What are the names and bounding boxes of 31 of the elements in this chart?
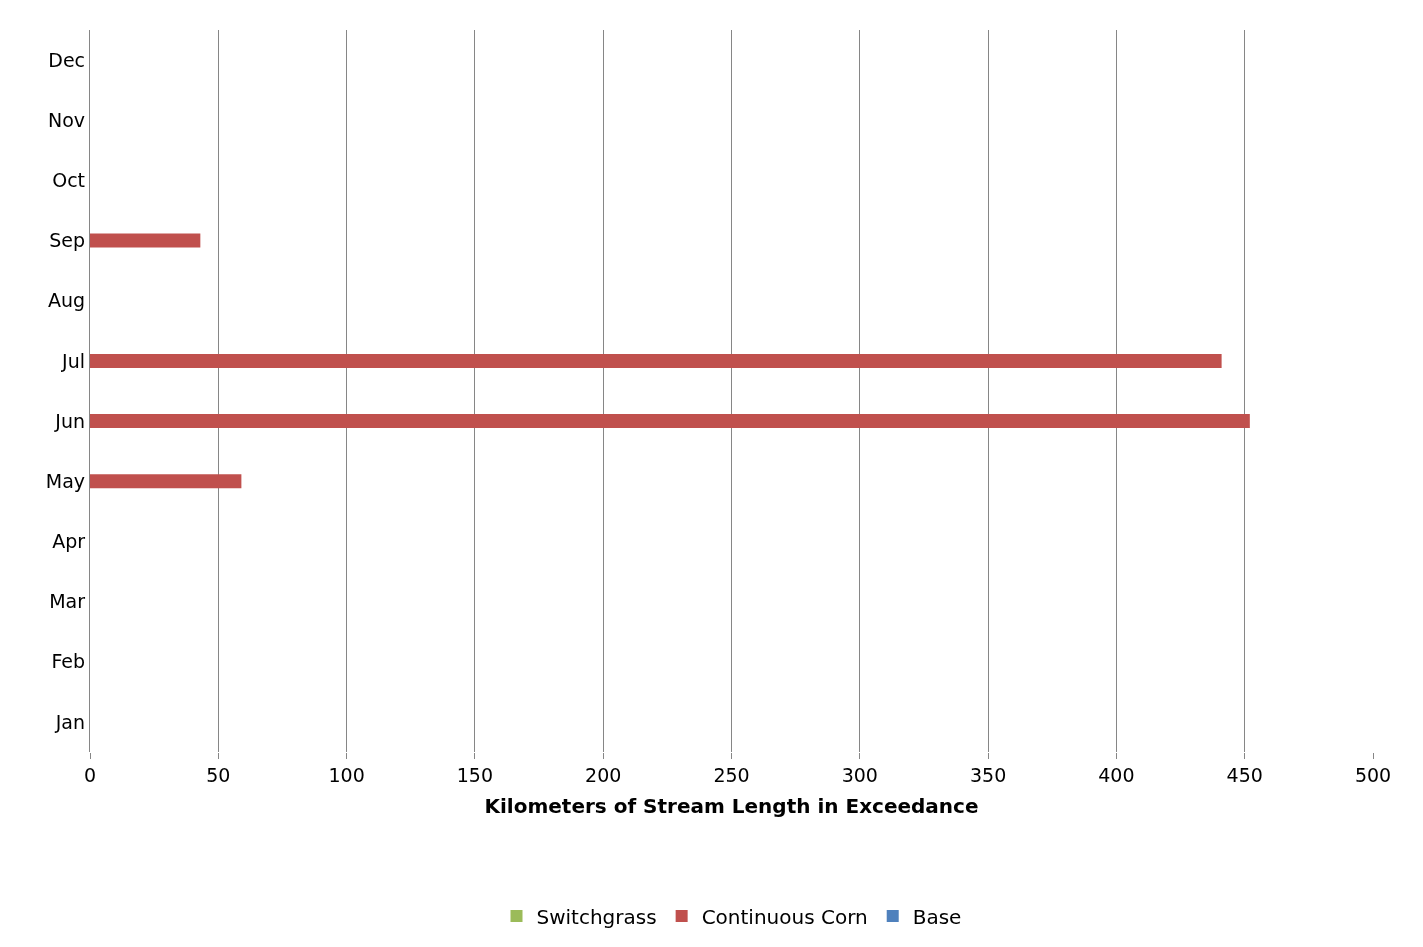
y-tick-label: Jun xyxy=(54,409,86,432)
x-tick-label: 200 xyxy=(585,763,622,786)
y-tick-label: May xyxy=(45,469,86,492)
legend-label: Continuous Corn xyxy=(701,904,868,929)
x-tick-label: 250 xyxy=(713,763,750,786)
bar xyxy=(90,474,242,489)
y-tick-label: Oct xyxy=(52,169,86,192)
bar xyxy=(90,414,1250,429)
x-tick-label: 300 xyxy=(841,763,878,786)
legend-label: Base xyxy=(912,904,962,929)
x-axis-title: Kilometers of Stream Length in Exceedance xyxy=(484,794,979,819)
y-tick-label: Nov xyxy=(47,108,86,131)
x-tick-label: 500 xyxy=(1354,763,1392,786)
y-tick-label: Aug xyxy=(47,289,86,312)
y-tick-label: Jul xyxy=(61,349,86,372)
y-tick-label: Jan xyxy=(54,710,86,733)
x-tick-label: 400 xyxy=(1098,763,1135,786)
bar xyxy=(90,353,1222,368)
x-tick-label: 350 xyxy=(969,763,1007,786)
x-tick-label: 450 xyxy=(1226,763,1263,786)
y-tick-label: Feb xyxy=(51,650,86,673)
y-tick-label: Mar xyxy=(49,590,86,613)
y-tick-label: Sep xyxy=(49,229,86,252)
legend-label: Switchgrass xyxy=(536,904,657,929)
x-tick-label: 0 xyxy=(83,763,97,786)
y-tick-label: Dec xyxy=(48,48,86,71)
x-tick-label: 50 xyxy=(206,763,231,786)
bar xyxy=(90,233,201,248)
x-tick-label: 150 xyxy=(456,763,494,786)
x-tick-label: 100 xyxy=(328,763,365,786)
y-tick-label: Apr xyxy=(52,530,86,553)
